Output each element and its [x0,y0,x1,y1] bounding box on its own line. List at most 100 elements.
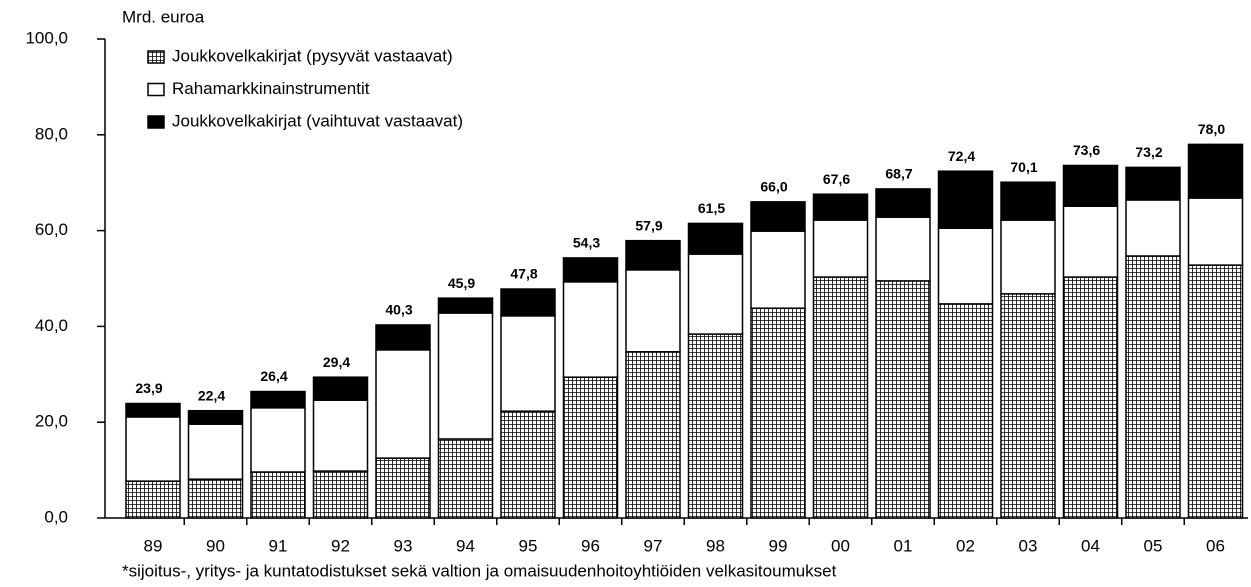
bar-segment [1062,276,1119,519]
total-label: 47,8 [510,266,537,282]
total-label: 26,4 [260,368,287,384]
bar-segment [125,416,181,482]
bar-segment [687,333,744,519]
bar-segment [500,315,556,412]
bar-segment [1187,264,1244,519]
bar-segment [937,303,994,519]
bar-segment [500,288,556,317]
total-label: 45,9 [448,275,475,291]
bar-segment [875,188,931,218]
y-tick-label: 40,0 [35,316,68,335]
y-tick-label: 60,0 [35,220,68,239]
total-label: 68,7 [885,166,912,182]
bar-segment [312,399,369,472]
bar-segment [437,297,494,314]
y-tick-label: 0,0 [44,507,68,526]
bar-segment [437,312,494,440]
bar-segment [937,227,994,305]
y-axis-label: Mrd. euroa [122,7,205,26]
bar-segment [625,351,681,519]
bar-segment [750,201,806,232]
bar-segment [125,480,181,519]
x-tick-label: 03 [1019,536,1038,555]
bar-segment [750,307,806,519]
bar-segment [187,478,244,519]
bar-segment [500,410,556,519]
total-label: 40,3 [385,302,412,318]
bar-segment [250,407,306,473]
footnote: *sijoitus-, yritys- ja kuntatodistukset … [122,561,837,580]
total-label: 78,0 [1198,121,1225,137]
bar-segment [812,276,869,519]
bar-segment [312,470,369,519]
bar-segment [1062,164,1119,207]
bar-segment [250,390,306,409]
y-tick-label: 80,0 [35,124,68,143]
y-tick-label: 20,0 [35,412,68,431]
total-label: 54,3 [573,235,600,251]
legend-label: Joukkovelkakirjat (vaihtuvat vastaavat) [172,111,463,130]
bar-segment [187,423,244,480]
bar-segment [375,457,431,519]
legend-label: Rahamarkkinainstrumentit [172,79,370,98]
x-tick-label: 99 [769,536,788,555]
bar-segment [625,269,681,353]
bar-segment [437,438,494,519]
x-tick-label: 06 [1206,536,1225,555]
x-tick-label: 91 [269,536,288,555]
bar-segment [1000,181,1056,221]
bar-segment [125,402,181,418]
bar-segment [250,471,306,519]
x-tick-label: 90 [206,536,225,555]
bar-segment [187,409,244,425]
x-tick-label: 05 [1144,536,1163,555]
bar-segment [375,349,431,459]
x-tick-label: 93 [394,536,413,555]
bar-segment [312,376,369,401]
bar-segment [1125,255,1181,519]
bar-segment [687,253,744,335]
bar-segment [750,230,806,309]
legend-label: Joukkovelkakirjat (pysyvät vastaavat) [172,46,453,65]
bar-segment [1125,166,1181,201]
x-tick-label: 92 [331,536,350,555]
total-label: 70,1 [1010,159,1037,175]
x-tick-label: 97 [644,536,663,555]
total-label: 23,9 [135,380,162,396]
bar-segment [625,239,681,271]
bar-segment [1187,197,1244,266]
total-label: 72,4 [948,148,975,164]
bar-segment [562,257,619,283]
bar-segment [1187,143,1244,199]
x-tick-label: 00 [831,536,850,555]
bar-segment [687,222,744,255]
total-label: 67,6 [823,171,850,187]
bar-segment [375,324,431,351]
bar-segment [875,216,931,282]
total-label: 61,5 [698,200,725,216]
bar-segment [562,376,619,519]
x-tick-label: 04 [1081,536,1100,555]
total-label: 73,6 [1073,142,1100,158]
legend-swatch [147,50,165,64]
total-label: 29,4 [323,354,350,370]
legend-swatch [147,115,165,129]
bar-segment [562,281,619,378]
x-tick-label: 01 [894,536,913,555]
legend-swatch [147,82,165,97]
bar-segment [812,219,869,278]
total-label: 73,2 [1135,144,1162,160]
total-label: 66,0 [760,179,787,195]
x-tick-label: 94 [456,536,475,555]
bar-segment [875,280,931,519]
x-tick-label: 95 [519,536,538,555]
total-label: 57,9 [635,217,662,233]
bar-segment [1000,293,1056,519]
total-label: 22,4 [198,387,225,403]
x-tick-label: 98 [706,536,725,555]
y-tick-label: 100,0 [25,28,68,47]
x-tick-label: 02 [956,536,975,555]
bar-segment [937,170,994,229]
bar-segment [1000,219,1056,295]
